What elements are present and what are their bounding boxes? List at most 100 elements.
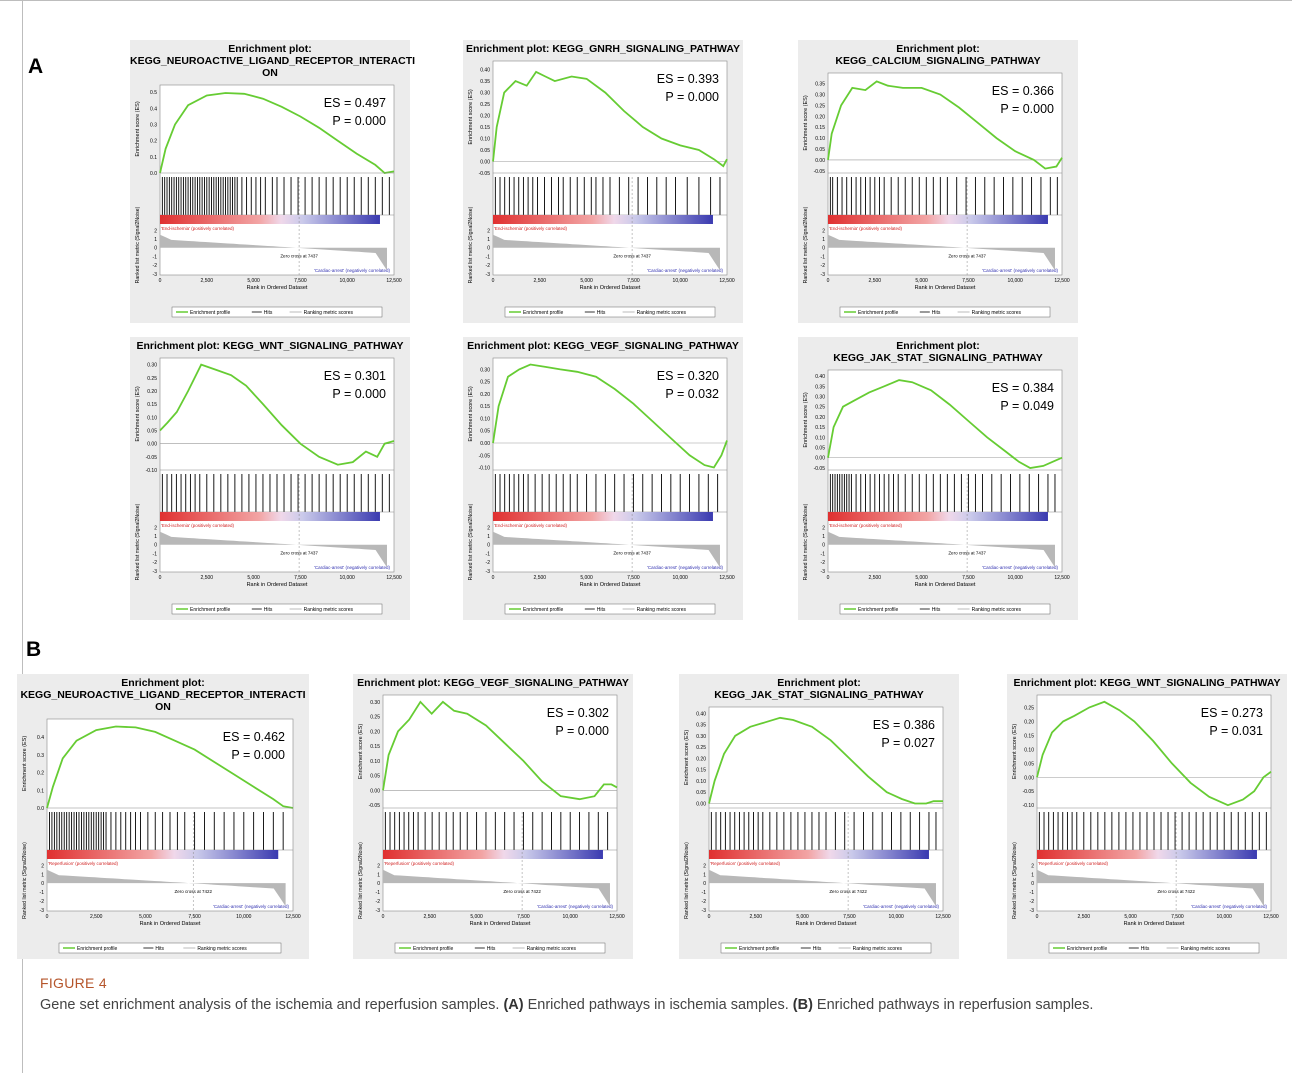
y-tick-label: 0.05 [480,148,490,154]
x-axis-label: Rank in Ordered Dataset [580,285,641,291]
caption-label-a: (A) [503,997,524,1013]
ranking-metric-area [160,531,387,568]
metric-tick-label: 2 [154,525,157,531]
metric-tick-label: -3 [153,272,158,278]
positive-label: 'End-ischemia' (positively correlated) [829,226,902,231]
metric-tick-label: 2 [377,863,380,869]
y-tick-label: 0.30 [480,367,490,373]
negative-label: 'Cardiac-arrest' (negatively correlated) [1191,904,1267,909]
panel-label-a: A [28,55,44,78]
y-tick-label: 0.4 [150,106,157,112]
metric-tick-label: 2 [822,228,825,234]
y-tick-label: 0.00 [370,788,380,794]
x-axis-label: Rank in Ordered Dataset [1124,921,1185,927]
y-tick-label: 0.10 [815,435,825,441]
plot-title-line: Enrichment plot: KEGG_WNT_SIGNALING_PATH… [136,340,404,352]
y-tick-label: 0.30 [370,700,380,706]
y-tick-label: 0.25 [815,103,825,109]
x-tick-label: 5,000 [1124,914,1137,920]
figure-caption: FIGURE 4 Gene set enrichment analysis of… [40,975,1270,1015]
y-tick-label: 0.10 [480,416,490,422]
x-tick-label: 0 [492,575,495,581]
plot-title: Enrichment plot: KEGG_CALCIUM_SIGNALING_P… [798,43,1078,67]
y-tick-label: 0.10 [370,759,380,765]
metric-tick-label: 1 [487,237,490,243]
metric-tick-label: -3 [376,908,381,914]
plot-svg: 0.30 0.25 0.20 0.15 0.10 0.05 0.00 -0.05 -0.10 ES… [468,357,735,615]
enrichment-profile-line [827,80,1063,170]
rank-color-bar [1037,850,1257,859]
positive-label: 'Reperfusion' (positively correlated) [710,861,780,866]
p-value: P = 0.032 [665,387,719,401]
es-value: ES = 0.384 [992,381,1054,395]
metric-tick-label: 1 [154,237,157,243]
y-tick-label: 0.35 [480,79,490,85]
y-tick-label: 0.05 [370,774,380,780]
rank-color-bar [47,850,279,859]
y-tick-label: 0.00 [480,160,490,166]
x-tick-label: 7,500 [294,278,307,284]
x-tick-label: 12,500 [719,575,735,581]
positive-label: 'Reperfusion' (positively correlated) [384,861,454,866]
metric-tick-label: -3 [1030,908,1035,914]
p-value: P = 0.049 [1000,399,1054,413]
y-tick-label: 0.4 [37,735,44,741]
plot-title-line: Enrichment plot: [896,340,980,352]
y-tick-label: 0.5 [150,90,157,96]
enrichment-profile-line [159,363,395,466]
metric-tick-label: -3 [486,569,491,575]
legend-hits: Hits [264,310,273,316]
x-tick-label: 2,500 [534,278,547,284]
rank-color-bar [828,512,1048,521]
legend-ranking: Ranking metric scores [637,607,687,613]
legend-profile: Enrichment profile [523,310,564,316]
metric-tick-label: 2 [822,525,825,531]
y-tick-label: -0.05 [814,466,826,472]
y-tick-label: 0.00 [480,441,490,447]
plot-svg: 0.40 0.35 0.30 0.25 0.20 0.15 0.10 0.05 0.00 -0.0… [468,60,735,318]
plot-area [382,694,618,912]
legend-box [720,942,932,954]
caption-label-b: (B) [792,997,813,1013]
x-tick-label: 5,000 [796,914,809,920]
caption-text-1: Gene set enrichment analysis of the isch… [40,997,504,1013]
plot-area [827,369,1063,573]
x-tick-label: 10,000 [340,278,356,284]
y-tick-label: 0.10 [1024,747,1034,753]
caption-text-2: Enriched pathways in ischemia samples. [523,997,793,1013]
plot-title: Enrichment plot: KEGG_VEGF_SIGNALING_PAT… [353,677,633,689]
y-tick-label: -0.10 [479,466,491,472]
enrichment-profile-line [46,725,294,809]
x-tick-label: 2,500 [534,575,547,581]
p-value: P = 0.031 [1209,724,1263,738]
metric-tick-label: 2 [487,525,490,531]
x-axis-label: Rank in Ordered Dataset [247,285,308,291]
y-tick-label: 0.20 [480,114,490,120]
plot-title: Enrichment plot: KEGG_WNT_SIGNALING_PATH… [130,340,410,352]
y-tick-label: 0.15 [370,744,380,750]
es-value: ES = 0.497 [324,96,386,110]
es-value: ES = 0.301 [324,369,386,383]
y-tick-label: 0.05 [696,790,706,796]
ranking-metric-area [47,869,286,907]
zero-cross-label: Zero cross at 7437 [613,254,651,259]
p-value: P = 0.000 [231,748,285,762]
plot-title-line: Enrichment plot: [228,43,312,55]
ranking-metric-area [1037,869,1264,907]
legend-box [839,603,1051,615]
y-tick-label: 0.0 [150,171,157,177]
enrichment-profile-line [382,700,618,801]
x-axis-label: Rank in Ordered Dataset [796,921,857,927]
y-tick-label: 0.35 [815,384,825,390]
metric-tick-label: 0 [154,543,157,549]
enrichment-profile-line [1036,700,1272,807]
negative-label: 'Cardiac-arrest' (negatively correlated) [863,904,939,909]
y-tick-label: 0.35 [815,82,825,88]
metric-tick-label: 1 [41,872,44,878]
y-tick-label: 0.10 [147,415,157,421]
x-tick-label: 10,000 [889,914,905,920]
plot-svg: 0.25 0.20 0.15 0.10 0.05 0.00 -0.05 -0.10 ES = 0… [1012,694,1279,954]
x-tick-label: 5,000 [247,575,260,581]
x-tick-label: 10,000 [340,575,356,581]
metric-tick-label: -1 [486,254,491,260]
